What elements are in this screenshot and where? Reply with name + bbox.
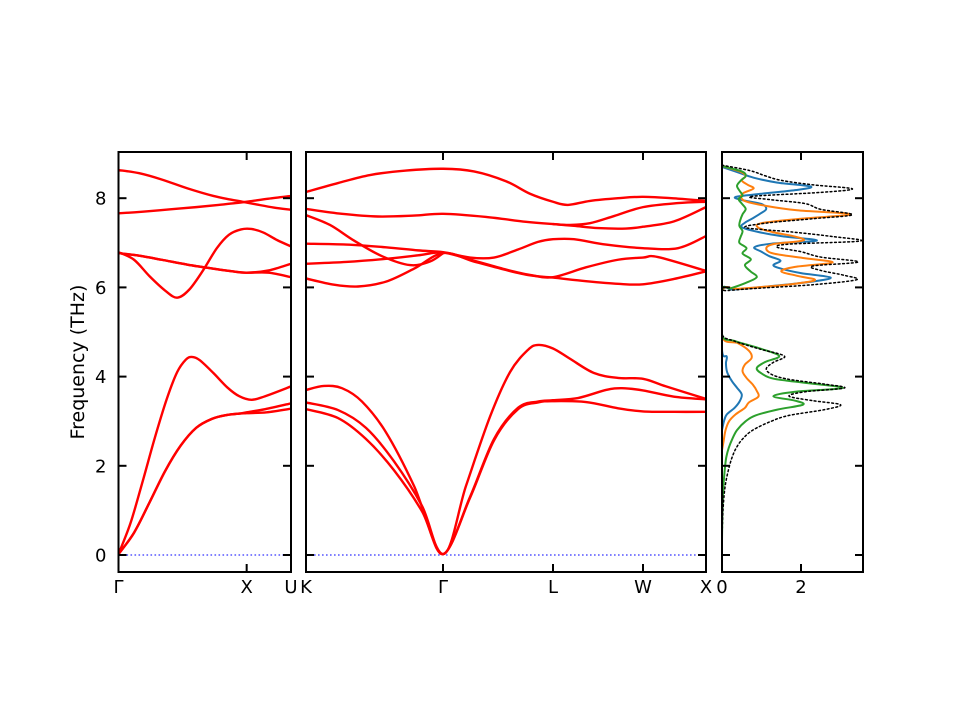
phonon-band-curve bbox=[306, 213, 445, 267]
y-tick-label: 8 bbox=[95, 189, 106, 210]
phonon-band-curve bbox=[551, 205, 706, 230]
phonon-band-curve bbox=[118, 355, 291, 556]
projected-dos-2-curve bbox=[722, 165, 852, 452]
phonon-band-curve bbox=[118, 194, 291, 215]
phonon-band-curve bbox=[306, 167, 706, 207]
phonon-band-curve bbox=[118, 402, 291, 556]
phonon-band-curve bbox=[306, 200, 706, 227]
axes-frame-band-middle bbox=[305, 151, 707, 573]
phonon-band-curve bbox=[118, 407, 291, 556]
panel-band-middle bbox=[306, 167, 706, 556]
phonon-band-curve bbox=[306, 251, 706, 288]
x-tick-label: U bbox=[284, 577, 297, 598]
x-tick-label: Γ bbox=[438, 577, 448, 598]
y-tick-label: 4 bbox=[95, 367, 106, 388]
y-tick-label: 6 bbox=[95, 278, 106, 299]
x-tick-label: 0 bbox=[716, 577, 727, 598]
projected-dos-1-curve bbox=[722, 165, 832, 432]
x-tick-label: W bbox=[634, 577, 652, 598]
y-axis-label: Frequency (THz) bbox=[67, 285, 89, 440]
phonon-band-curve bbox=[306, 386, 706, 556]
x-tick-label: X bbox=[700, 577, 712, 598]
panel-band-left bbox=[118, 168, 291, 556]
phonon-band-curve bbox=[306, 343, 706, 556]
phonon-band-curve bbox=[306, 234, 706, 260]
phonon-band-curve bbox=[118, 251, 291, 279]
total-dos-curve bbox=[722, 164, 863, 543]
phonon-band-curve bbox=[306, 399, 706, 556]
x-tick-label: X bbox=[240, 577, 252, 598]
x-tick-label: 2 bbox=[795, 577, 806, 598]
x-tick-label: K bbox=[300, 577, 313, 598]
axes-frame-dos bbox=[721, 151, 864, 573]
x-tick-label: L bbox=[548, 577, 558, 598]
phonon-band-curve bbox=[306, 251, 706, 279]
phonon-band-curve bbox=[118, 168, 291, 211]
y-tick-label: 2 bbox=[95, 456, 106, 477]
x-tick-label: Γ bbox=[113, 577, 123, 598]
phonon-band-curve bbox=[118, 227, 291, 299]
panel-dos bbox=[722, 164, 863, 543]
axes-frame-band-left bbox=[117, 151, 292, 573]
y-tick-label: 0 bbox=[95, 546, 106, 567]
projected-dos-3-curve bbox=[722, 165, 844, 541]
